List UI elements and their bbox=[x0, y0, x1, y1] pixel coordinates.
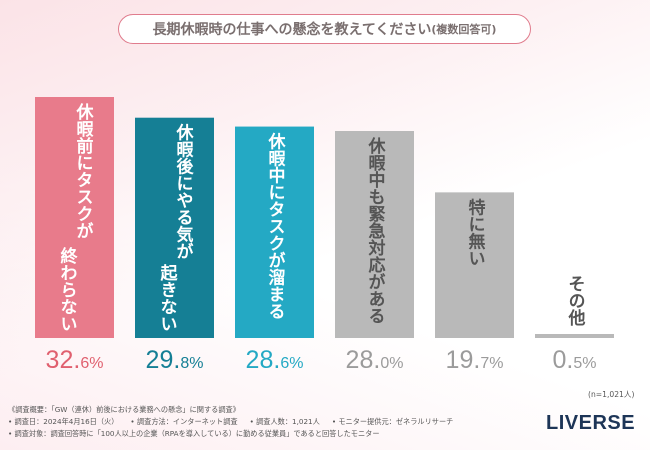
bar-label-5-1: 特に無い bbox=[465, 197, 486, 266]
survey-footer: 《調査概要：「GW（連休）前後における業務への懸念」に関する調査》 • 調査日：… bbox=[8, 404, 548, 440]
bar-label-6-1: その他 bbox=[565, 275, 587, 326]
footer-line-1: 《調査概要：「GW（連休）前後における業務への懸念」に関する調査》 bbox=[8, 405, 240, 414]
liverse-logo: LIVERSE bbox=[546, 412, 636, 434]
value-label-5: 19.7% bbox=[446, 346, 504, 374]
value-label-6: 0.5% bbox=[553, 346, 597, 374]
value-label-1: 32.6% bbox=[46, 346, 104, 374]
bar-5 bbox=[435, 192, 514, 338]
sample-size: (n=1,021人) bbox=[588, 390, 635, 399]
bar-label-2-1: 休暇後にやる気が bbox=[173, 123, 195, 260]
value-label-4: 28.0% bbox=[346, 346, 404, 374]
bar-label-4-1: 休暇中も緊急対応がある bbox=[365, 136, 387, 324]
footer-line-3: • 調査対象：調査回答時に「100人以上の企業（RPAを導入している）に勤める従… bbox=[8, 429, 380, 438]
footer-count: • 調査人数：1,021人 bbox=[249, 417, 320, 426]
bar-1 bbox=[35, 97, 114, 338]
footer-provider: • モニター提供元：ゼネラルリサーチ bbox=[331, 417, 454, 426]
footer-date: • 調査日：2024年4月16日（火） bbox=[8, 417, 119, 426]
bar-2 bbox=[135, 117, 214, 338]
bar-4 bbox=[335, 131, 414, 338]
bar-3 bbox=[235, 126, 314, 338]
value-label-3: 28.6% bbox=[246, 346, 304, 374]
footer-line-2: • 調査日：2024年4月16日（火） • 調査方法：インターネット調査 • 調査人… bbox=[8, 416, 548, 428]
bar-label-1-2: 終わらない bbox=[57, 246, 78, 332]
bar-label-3-1: 休暇中にタスクが溜まる bbox=[265, 132, 287, 320]
chart-title-box: 長期休暇時の仕事への懸念を教えてください (複数回答可) bbox=[118, 14, 531, 44]
bar-label-1-1: 休暇前にタスクが bbox=[73, 102, 95, 239]
chart-title-sub: (複数回答可) bbox=[431, 23, 497, 36]
footer-method: • 調査方法：インターネット調査 bbox=[130, 417, 238, 426]
value-label-2: 29.8% bbox=[146, 346, 204, 374]
bar-label-2-2: 起きない bbox=[157, 263, 179, 332]
chart-title: 長期休暇時の仕事への懸念を教えてください bbox=[152, 22, 432, 38]
bar-6 bbox=[535, 334, 614, 338]
